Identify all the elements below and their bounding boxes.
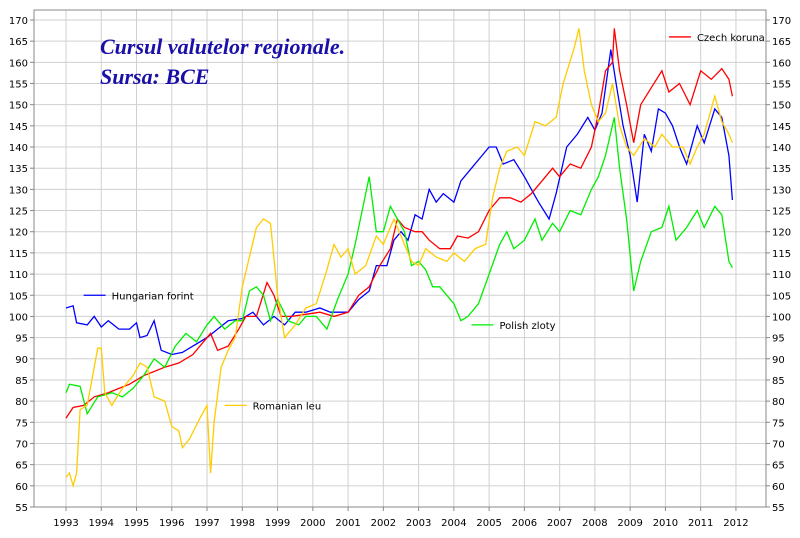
y-tick-label-right: 105 [772,291,791,302]
y-tick-label-right: 165 [772,37,791,48]
y-tick-label-right: 135 [772,164,791,175]
y-tick-label-right: 80 [772,397,785,408]
x-tick-label: 1998 [230,518,255,529]
y-tick-label: 160 [9,58,28,69]
x-tick-label: 2000 [300,518,325,529]
chart-title: Cursul valutelor regionale. [100,34,345,59]
x-tick-label: 2003 [406,518,431,529]
y-tick-label: 130 [9,185,28,196]
series-lines [65,28,734,489]
x-tick-label: 1996 [159,518,184,529]
x-tick-label: 1999 [265,518,290,529]
y-tick-label: 150 [9,101,28,112]
y-tick-label: 125 [9,207,28,218]
x-tick-label: 2012 [723,518,748,529]
y-tick-label: 105 [9,291,28,302]
legend-label: Romanian leu [253,401,322,412]
plot-frame [33,9,767,508]
y-tick-label-right: 95 [772,334,785,345]
legend: Hungarian forint Czech koruna Polish zloty… [83,33,765,412]
series-line-hungarian-forint [65,49,734,356]
legend-label: Polish zloty [499,321,555,332]
y-tick-label: 145 [9,122,28,133]
y-tick-label-right: 120 [772,228,791,239]
y-tick-label-right: 90 [772,355,785,366]
x-tick-label: 1997 [194,518,219,529]
x-tick-label: 1994 [89,518,114,529]
y-tick-label: 120 [9,228,28,239]
y-tick-label-right: 85 [772,376,785,387]
chart-subtitle: Sursa: BCE [100,64,209,89]
x-tick-label: 2008 [582,518,607,529]
y-tick-label: 100 [9,312,28,323]
y-tick-label-right: 170 [772,16,791,27]
y-tick-label: 135 [9,164,28,175]
x-tick-label: 2010 [653,518,678,529]
y-tick-label-right: 60 [772,482,785,493]
y-tick-label-right: 145 [772,122,791,133]
y-tick-label-right: 75 [772,418,785,429]
y-tick-label-right: 100 [772,312,791,323]
y-tick-label: 60 [15,482,28,493]
x-tick-label: 2001 [335,518,360,529]
y-tick-label-right: 140 [772,143,791,154]
y-tick-label: 165 [9,37,28,48]
y-tick-label-right: 70 [772,439,785,450]
x-tick-label: 2004 [441,518,466,529]
y-tick-label: 65 [15,461,28,472]
y-tick-label: 70 [15,439,28,450]
y-tick-label-right: 55 [772,503,785,514]
y-tick-label: 155 [9,80,28,91]
x-tick-label: 2002 [371,518,396,529]
legend-label: Czech koruna [697,33,765,44]
x-tick-label: 1995 [124,518,149,529]
grid [34,10,766,508]
legend-label: Hungarian forint [112,291,194,302]
y-tick-label: 80 [15,397,28,408]
y-tick-label: 95 [15,334,28,345]
y-tick-label-right: 110 [772,270,791,281]
y-tick-label-right: 125 [772,207,791,218]
x-tick-label: 2005 [476,518,501,529]
y-tick-label-right: 65 [772,461,785,472]
y-tick-label-right: 155 [772,80,791,91]
y-tick-label-right: 150 [772,101,791,112]
y-tick-label: 90 [15,355,28,366]
y-tick-label-right: 160 [772,58,791,69]
y-tick-label-right: 130 [772,185,791,196]
series-line-czech-koruna [65,28,734,419]
y-tick-label: 110 [9,270,28,281]
x-tick-label: 2006 [512,518,537,529]
x-tick-label: 2007 [547,518,572,529]
x-tick-label: 1993 [53,518,78,529]
y-tick-label: 75 [15,418,28,429]
series-line-polish-zloty [65,117,733,416]
y-tick-label: 55 [15,503,28,514]
axes: 55 55 60 60 65 65 70 70 75 75 80 80 85 85 90 90 95 95 100 1… [9,9,791,529]
y-tick-label-right: 115 [772,249,791,260]
y-tick-label: 115 [9,249,28,260]
y-tick-label: 170 [9,16,28,27]
y-tick-label: 140 [9,143,28,154]
x-tick-label: 2009 [617,518,642,529]
y-tick-label: 85 [15,376,28,387]
series-line-romanian-leu [65,28,734,489]
x-tick-label: 2011 [688,518,713,529]
